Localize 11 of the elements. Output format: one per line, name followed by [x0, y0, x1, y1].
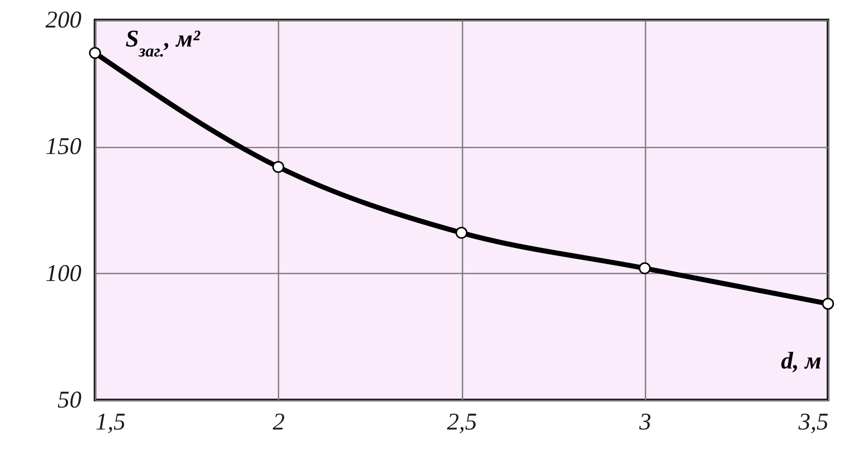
y-tick-label: 150: [46, 134, 82, 160]
x-tick-label: 1,5: [96, 410, 126, 436]
y-tick-label: 50: [58, 388, 82, 414]
y-tick-label: 100: [46, 260, 82, 287]
x-axis-title: d, м: [781, 348, 822, 374]
y-tick-label: 200: [46, 8, 82, 34]
y-axis-title: S$_{заг.}$, м²: [126, 26, 201, 60]
x-tick-label: 3,5: [798, 410, 828, 436]
x-tick-label: 2: [272, 410, 285, 436]
x-tick-label: 2,5: [447, 410, 477, 436]
x-tick-label: 3: [638, 410, 652, 436]
